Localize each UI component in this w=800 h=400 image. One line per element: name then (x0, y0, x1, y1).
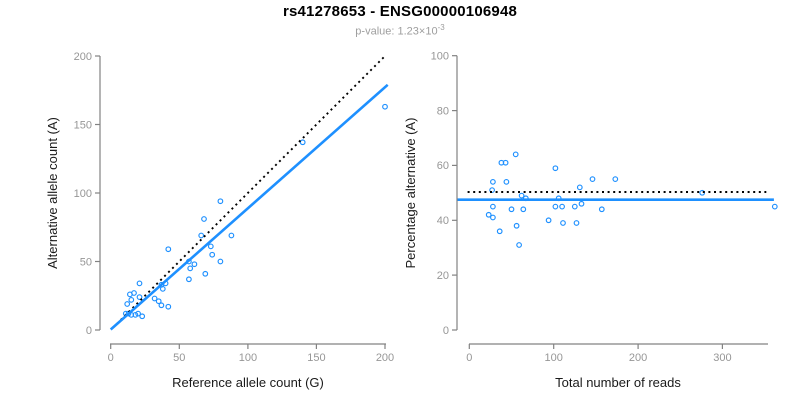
scatter-point (518, 192, 525, 199)
scatter-point (508, 206, 515, 213)
scatter-point (228, 232, 235, 239)
right-plot: 0 20 40 60 80 100 0 100 200 300 Total number of re… (403, 51, 778, 390)
scatter-point (512, 151, 519, 158)
identity-line (112, 54, 387, 329)
scatter-point (552, 165, 559, 172)
scatter-point (217, 198, 224, 205)
scatter-point (201, 216, 207, 222)
scatter-point (496, 228, 503, 235)
scatter-point (545, 217, 552, 224)
scatter-point (560, 220, 566, 226)
scatter-point (135, 310, 141, 317)
y-tick-label: 100 (431, 51, 449, 63)
y-tick-label: 80 (437, 105, 449, 117)
y-tick-label: 0 (86, 325, 92, 337)
scatter-point (198, 232, 205, 239)
scatter-point (598, 206, 605, 213)
scatter-point (502, 159, 509, 166)
scatter-point (559, 203, 565, 210)
scatter-point (158, 302, 165, 309)
scatter-point (612, 176, 619, 182)
scatter-point (165, 303, 172, 310)
y-tick-label: 20 (437, 270, 449, 282)
x-tick-label: 200 (629, 352, 647, 364)
scatter-point (217, 258, 224, 265)
scatter-point (187, 265, 194, 272)
scatter-point (571, 203, 578, 210)
scatter-point (516, 242, 522, 248)
scatter-point (513, 222, 520, 229)
scatter-point (191, 261, 198, 268)
scatter-point (490, 179, 496, 185)
scatter-point (165, 246, 172, 253)
scatter-points (122, 103, 388, 320)
scatter-point (485, 211, 492, 218)
x-tick-label: 300 (713, 352, 731, 364)
y-tick-label: 60 (437, 160, 449, 172)
y-tick-label: 50 (80, 256, 92, 268)
regression-line (109, 83, 389, 331)
scatter-point (299, 139, 306, 146)
scatter-point (136, 280, 143, 287)
scatter-point (771, 203, 778, 210)
x-axis-label: Reference allele count (G) (172, 375, 324, 390)
scatter-point (578, 200, 585, 207)
x-axis-label: Total number of reads (555, 375, 681, 390)
scatter-point (136, 294, 143, 300)
scatter-point (124, 301, 131, 307)
scatter-point (490, 214, 496, 221)
scatter-point (489, 187, 495, 193)
scatter-point (589, 176, 596, 182)
scatter-point (503, 179, 510, 185)
x-tick-label: 100 (545, 352, 563, 364)
scatter-point (520, 206, 527, 213)
x-tick-label: 50 (173, 352, 185, 364)
x-tick-label: 200 (376, 352, 394, 364)
y-tick-label: 100 (74, 188, 92, 200)
p-value-text: p-value: 1.23×10 (355, 25, 438, 38)
scatter-point (382, 103, 388, 110)
y-axis-label: Alternative allele count (A) (45, 117, 60, 269)
scatter-point (155, 298, 162, 305)
x-tick-label: 100 (239, 352, 257, 364)
scatter-point (207, 243, 214, 250)
y-tick-label: 40 (437, 215, 449, 227)
scatter-point (209, 251, 216, 258)
scatter-point (132, 312, 139, 318)
scatter-point (576, 184, 583, 191)
y-axis-label: Percentage alternative (A) (403, 117, 418, 268)
scatter-point (186, 276, 192, 283)
scatter-point (127, 291, 133, 298)
scatter-point (202, 270, 209, 277)
p-value-subtitle: p-value: 1.23×10-3 (0, 23, 800, 38)
scatter-point (128, 297, 135, 303)
x-tick-label: 0 (108, 352, 114, 364)
scatter-point (159, 286, 166, 292)
y-tick-label: 200 (74, 51, 92, 63)
scatter-point (490, 203, 496, 210)
scatter-point (573, 220, 580, 226)
scatter-points (485, 151, 778, 248)
x-tick-label: 150 (307, 352, 325, 364)
y-tick-label: 150 (74, 119, 92, 131)
scatter-point (151, 295, 158, 302)
scatter-point (552, 203, 559, 210)
y-tick-label: 0 (443, 325, 449, 337)
p-value-exponent: -3 (437, 23, 445, 32)
figure-title: rs41278653 - ENSG00000106948 (282, 3, 518, 20)
x-tick-label: 0 (466, 352, 472, 364)
scatter-point (139, 313, 146, 320)
left-plot: 0 50 100 150 200 0 50 100 150 200 Reference allele… (45, 51, 394, 390)
